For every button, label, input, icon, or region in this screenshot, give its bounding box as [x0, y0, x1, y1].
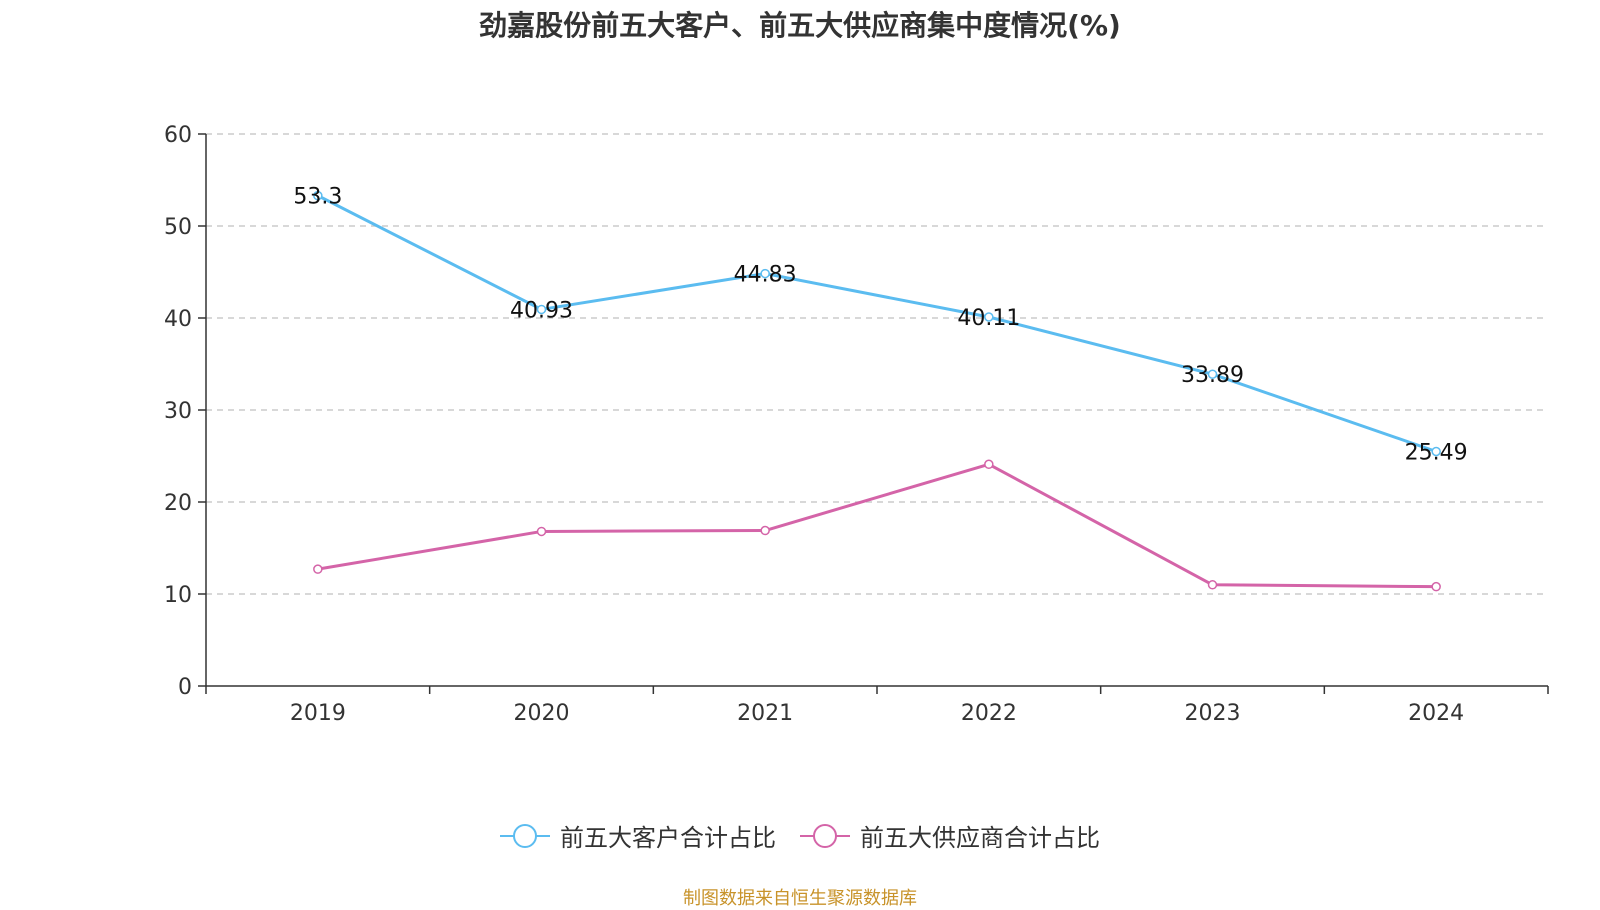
legend-label-customers: 前五大客户合计占比 — [560, 824, 776, 852]
legend-label-suppliers: 前五大供应商合计占比 — [860, 824, 1100, 852]
series-1-point-2020 — [536, 526, 547, 537]
series-0-point-2024 — [1431, 446, 1441, 457]
legend-item-customers[interactable]: 前五大客户合计占比 — [500, 818, 776, 853]
data-label-0-2019: 53.3 — [293, 185, 342, 210]
data-label-0-2021: 44.83 — [734, 263, 797, 288]
y-tick-label-50: 50 — [164, 215, 192, 240]
legend-marker-customers — [500, 823, 550, 848]
x-tick-label-2024: 2024 — [1408, 701, 1464, 726]
series-0-point-2023 — [1207, 369, 1218, 379]
y-tick-label-20: 20 — [164, 491, 192, 516]
data-label-0-2022: 40.11 — [957, 306, 1020, 331]
legend-item-suppliers[interactable]: 前五大供应商合计占比 — [800, 818, 1100, 853]
legend-marker-suppliers — [800, 823, 850, 848]
y-tick-label-40: 40 — [164, 307, 192, 332]
x-tick-label-2019: 2019 — [290, 701, 346, 726]
x-tick-label-2021: 2021 — [737, 701, 793, 726]
grid-layer — [206, 133, 1548, 595]
y-tick-label-60: 60 — [164, 123, 192, 148]
series-layer — [313, 190, 1441, 592]
series-line-1 — [317, 462, 1437, 589]
series-line-0 — [317, 194, 1437, 453]
legend: 前五大客户合计占比 前五大供应商合计占比 — [0, 818, 1600, 853]
series-1-point-2023 — [1207, 580, 1218, 590]
y-tick-label-0: 0 — [178, 675, 192, 700]
data-label-layer: 53.3 40.93 44.83 40.11 33.89 25.49 — [293, 185, 1467, 466]
series-1-point-2019 — [313, 564, 323, 574]
series-0-point-2020 — [536, 304, 547, 315]
y-tick-label-30: 30 — [164, 399, 192, 424]
data-label-0-2023: 33.89 — [1181, 363, 1244, 388]
y-tick-label-10: 10 — [164, 583, 192, 608]
x-tick-label-2020: 2020 — [514, 701, 570, 726]
series-1-point-2024 — [1431, 581, 1441, 592]
line-chart: 0 10 20 30 40 50 60 2019 2020 2021 2022 2023 2024 53… — [164, 123, 1549, 726]
data-label-0-2024: 25.49 — [1405, 440, 1468, 465]
series-0-point-2022 — [984, 312, 994, 322]
data-label-0-2020: 40.93 — [510, 298, 573, 323]
axis-layer: 0 10 20 30 40 50 60 2019 2020 2021 2022 2023 2024 — [164, 123, 1549, 726]
series-1-point-2022 — [984, 459, 994, 470]
x-tick-label-2022: 2022 — [961, 701, 1017, 726]
source-note: 制图数据来自恒生聚源数据库 — [683, 888, 917, 909]
chart-title: 劲嘉股份前五大客户、前五大供应商集中度情况(%) — [479, 9, 1121, 42]
series-1-point-2021 — [760, 525, 770, 536]
series-0-point-2021 — [760, 268, 770, 279]
x-tick-label-2023: 2023 — [1185, 701, 1241, 726]
series-0-point-2019 — [313, 190, 323, 201]
